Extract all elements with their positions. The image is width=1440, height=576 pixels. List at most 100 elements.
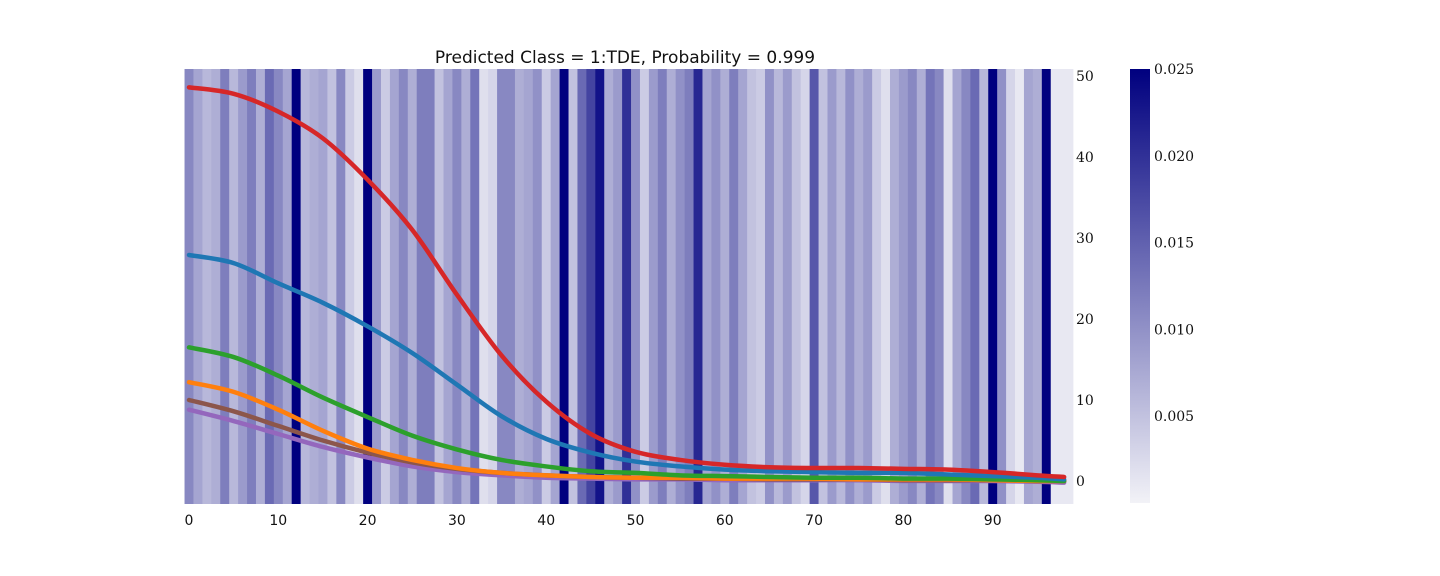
heatmap-band [738, 69, 748, 504]
heatmap-band [416, 69, 427, 504]
heatmap-band [764, 69, 775, 504]
heatmap-band [845, 69, 855, 504]
heatmap-band [425, 69, 435, 504]
heatmap-band [943, 69, 953, 504]
y-tick-label: 30 [1076, 231, 1094, 247]
heatmap-band [238, 69, 248, 504]
heatmap-band [684, 69, 694, 504]
heatmap-band [782, 69, 793, 504]
heatmap-band [657, 69, 668, 504]
heatmap-band [247, 69, 257, 504]
x-tick-label: 80 [894, 513, 912, 529]
heatmap-band [273, 69, 284, 504]
heatmap-band [1068, 69, 1074, 504]
heatmap-band [711, 69, 721, 504]
colorbar-tick-label: 0.010 [1154, 322, 1194, 338]
heatmap-band [890, 69, 900, 504]
heatmap-band [666, 69, 677, 504]
heatmap-band [255, 69, 266, 504]
heatmap-band [595, 69, 605, 504]
heatmap-band [363, 69, 373, 504]
x-tick-label: 10 [269, 513, 287, 529]
heatmap-band [836, 69, 846, 504]
colorbar-tick-label: 0.015 [1154, 236, 1194, 252]
heatmap-band [372, 69, 382, 504]
heatmap-band [747, 69, 757, 504]
heatmap-band [559, 69, 569, 504]
heatmap-band [470, 69, 480, 504]
heatmap-band [925, 69, 936, 504]
heatmap-band [934, 69, 944, 504]
heatmap-band [863, 69, 873, 504]
y-axis-ticks: 0 10 20 30 40 50 [1076, 69, 1094, 490]
heatmap-band [827, 69, 837, 504]
heatmap-band [702, 69, 712, 504]
heatmap-band [1006, 69, 1016, 504]
heatmap-band [380, 69, 391, 504]
heatmap-band [479, 69, 489, 504]
y-tick-label: 50 [1076, 69, 1094, 85]
chart-title: Predicted Class = 1:TDE, Probability = 0… [435, 48, 815, 68]
heatmap-band [291, 69, 302, 504]
heatmap-band [613, 69, 623, 504]
heatmap-band [970, 69, 980, 504]
x-tick-label: 30 [448, 513, 466, 529]
x-tick-label: 50 [627, 513, 645, 529]
series-lines [186, 85, 1067, 485]
heatmap-band [202, 69, 212, 504]
heatmap-band [720, 69, 730, 504]
heatmap-band [979, 69, 989, 504]
heatmap-band [354, 69, 364, 504]
y-tick-label: 0 [1076, 474, 1085, 490]
heatmap-band [345, 69, 355, 504]
heatmap-band [952, 69, 962, 504]
heatmap-band [729, 69, 739, 504]
colorbar [1130, 69, 1150, 503]
y-tick-label: 10 [1076, 393, 1094, 409]
heatmap-band [1059, 69, 1070, 504]
heatmap-band [336, 69, 346, 504]
heatmap-band [193, 69, 203, 504]
heatmap-band [586, 69, 596, 504]
x-tick-label: 70 [805, 513, 823, 529]
heatmap-band [1032, 69, 1043, 504]
heatmap-band [488, 69, 498, 504]
heatmap-band [443, 69, 453, 504]
heatmap-band [514, 69, 525, 504]
heatmap-band [639, 69, 650, 504]
heatmap-band [211, 69, 221, 504]
heatmap-band [622, 69, 632, 504]
x-tick-label: 20 [359, 513, 377, 529]
heatmap-band [648, 69, 659, 504]
heatmap-band [523, 69, 534, 504]
colorbar-gradient [1130, 69, 1150, 503]
heatmap-band [756, 69, 766, 504]
y-tick-label: 20 [1076, 312, 1094, 328]
series-line [186, 85, 1067, 480]
x-tick-label: 0 [185, 513, 194, 529]
heatmap-band [461, 69, 471, 504]
heatmap-band [988, 69, 998, 504]
attention-heatmap [184, 69, 1074, 504]
heatmap-band [550, 69, 560, 504]
heatmap-band [327, 69, 337, 504]
heatmap-band [773, 69, 784, 504]
series-line [186, 345, 1067, 484]
heatmap-band [675, 69, 686, 504]
heatmap-band [1041, 69, 1052, 504]
colorbar-tick-label: 0.005 [1154, 409, 1194, 425]
heatmap-band [631, 69, 641, 504]
heatmap-band [800, 69, 811, 504]
colorbar-ticks: 0.005 0.010 0.015 0.020 0.025 [1154, 62, 1194, 425]
heatmap-band [577, 69, 587, 504]
heatmap-band [434, 69, 444, 504]
heatmap-band [961, 69, 971, 504]
heatmap-band [1015, 69, 1025, 504]
heatmap-band [318, 69, 328, 504]
heatmap-band [532, 69, 543, 504]
heatmap-band [809, 69, 819, 504]
heatmap-band [997, 69, 1007, 504]
heatmap-band [872, 69, 882, 504]
heatmap-band [1023, 69, 1034, 504]
heatmap-band [407, 69, 418, 504]
